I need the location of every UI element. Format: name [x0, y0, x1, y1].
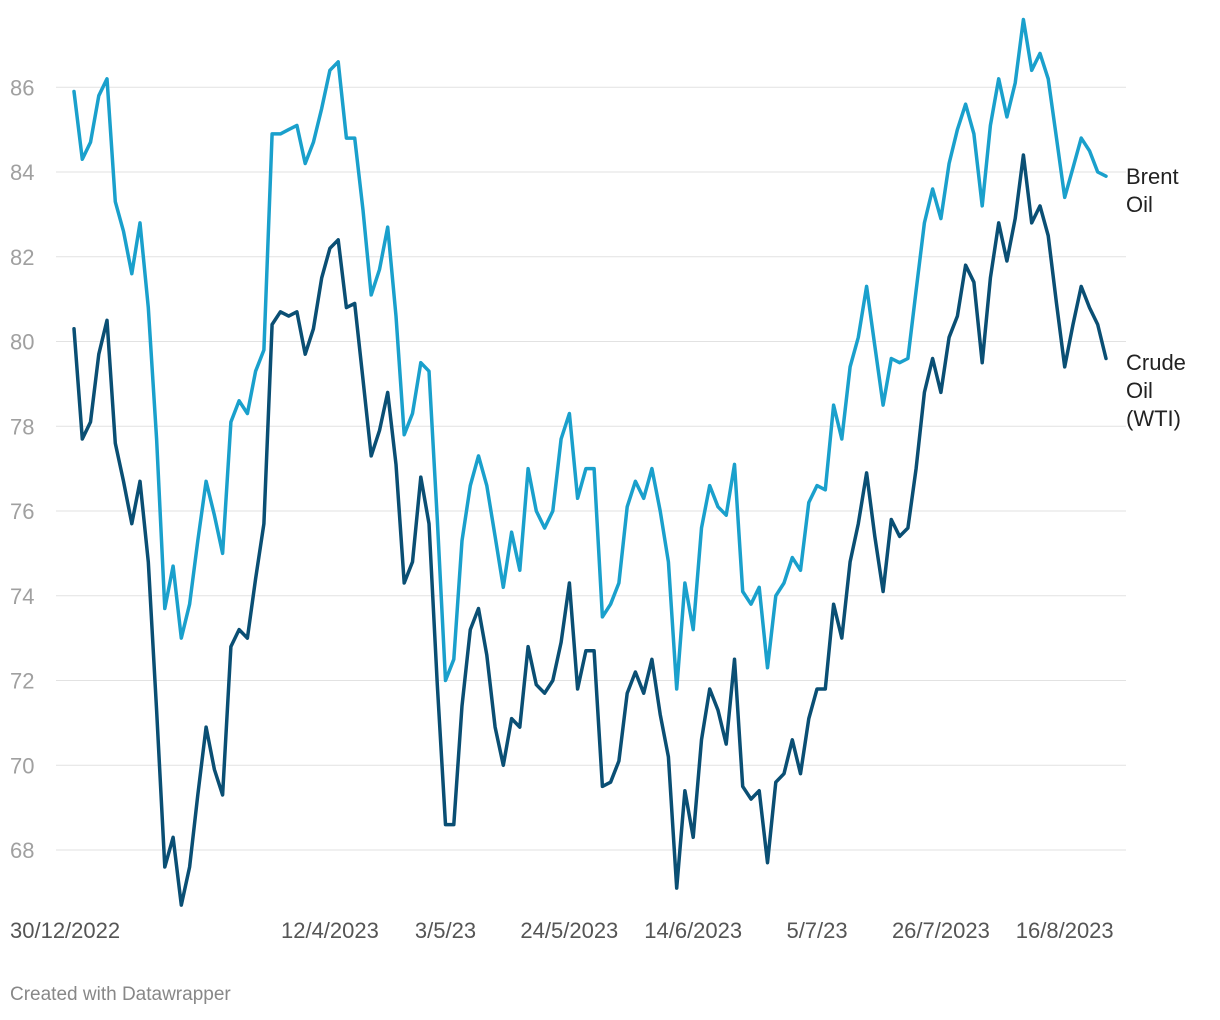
- y-tick-label-70: 70: [10, 753, 34, 778]
- x-tick-label-4: 14/6/2023: [644, 918, 742, 943]
- x-tick-label-7: 16/8/2023: [1016, 918, 1114, 943]
- wti-series-label: Crude Oil (WTI): [1126, 350, 1192, 431]
- y-tick-label-82: 82: [10, 245, 34, 270]
- brent-label-line-2: Oil: [1126, 192, 1153, 217]
- y-tick-label-68: 68: [10, 838, 34, 863]
- y-tick-label-76: 76: [10, 499, 34, 524]
- gridlines: [56, 86, 1126, 851]
- credit-footer: Created with Datawrapper: [10, 984, 231, 1005]
- y-tick-label-72: 72: [10, 669, 34, 694]
- brent-oil-line: [72, 17, 1108, 691]
- wti-label-line-2: Oil: [1126, 378, 1153, 403]
- wti-label-line-3: (WTI): [1126, 406, 1181, 431]
- y-tick-label-74: 74: [10, 584, 34, 609]
- x-tick-label-5: 5/7/23: [786, 918, 847, 943]
- wti-label-line-1: Crude: [1126, 350, 1186, 375]
- y-tick-label-84: 84: [10, 160, 34, 185]
- x-axis-ticks: 30/12/2022 12/4/2023 3/5/23 24/5/2023 14/6/2…: [10, 918, 1114, 943]
- series-lines: [72, 17, 1108, 907]
- y-axis-ticks: 68 70 72 74 76 78 80 82 84 86: [10, 75, 34, 863]
- x-tick-label-1: 12/4/2023: [281, 918, 379, 943]
- brent-series-label: Brent Oil: [1126, 164, 1185, 217]
- x-tick-label-3: 24/5/2023: [520, 918, 618, 943]
- line-chart: 68 70 72 74 76 78 80 82 84 86 30/12/2022 12/4/2023…: [10, 17, 1192, 943]
- crude-oil-wti-line: [72, 153, 1108, 907]
- y-tick-label-78: 78: [10, 414, 34, 439]
- x-tick-label-6: 26/7/2023: [892, 918, 990, 943]
- y-tick-label-80: 80: [10, 330, 34, 355]
- brent-label-line-1: Brent: [1126, 164, 1179, 189]
- x-tick-label-2: 3/5/23: [415, 918, 476, 943]
- y-tick-label-86: 86: [10, 75, 34, 100]
- x-tick-label-0: 30/12/2022: [10, 918, 120, 943]
